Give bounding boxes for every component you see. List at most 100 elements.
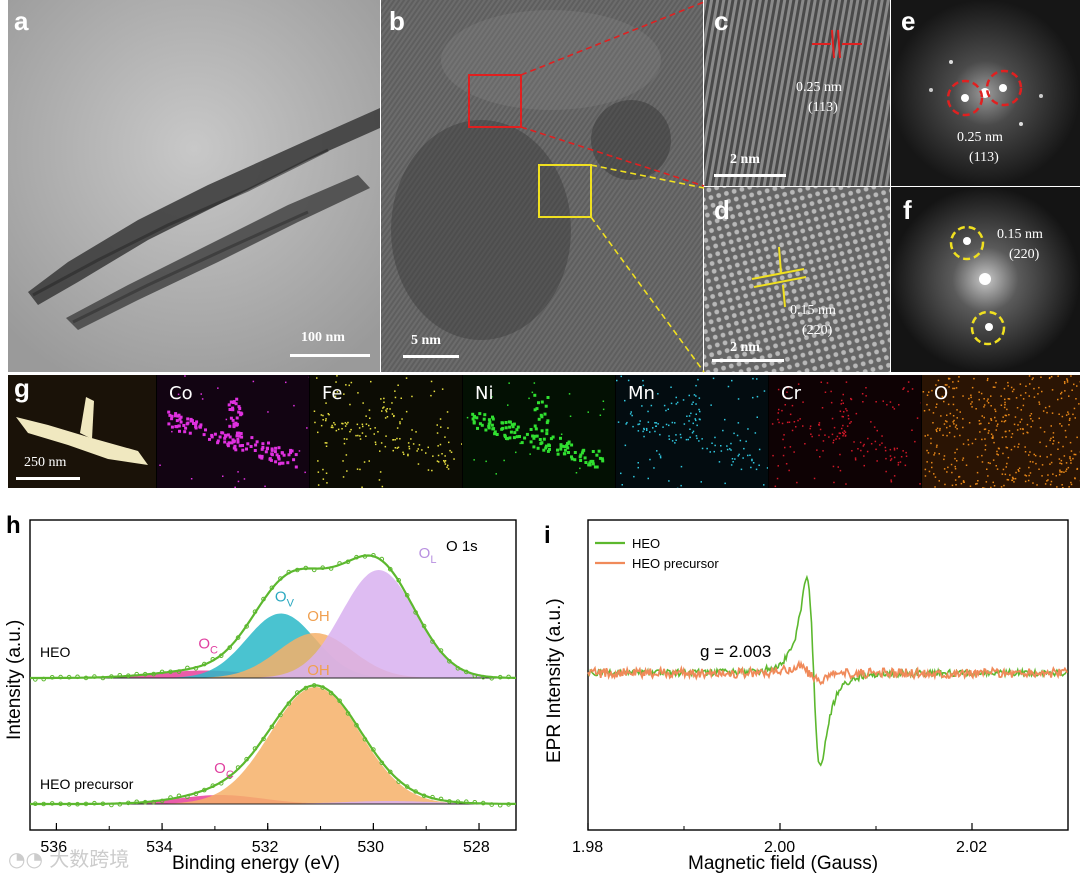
eds-pixel [861, 393, 864, 395]
eds-pixel [177, 424, 181, 428]
eds-pixel [487, 426, 491, 430]
eds-pixel [786, 391, 788, 393]
eds-pixel [396, 437, 398, 440]
eds-pixel [647, 410, 649, 413]
eds-pixel [1067, 413, 1070, 415]
fft-pattern-220 [891, 187, 1080, 372]
eds-pixel [231, 406, 235, 410]
eds-pixel [1003, 387, 1006, 390]
eds-pixel [1000, 486, 1003, 488]
eds-pixel [1016, 407, 1019, 409]
eds-pixel [791, 429, 794, 432]
eds-pixel [199, 423, 203, 427]
eds-pixel [756, 395, 759, 398]
eds-pixel [579, 453, 583, 457]
eds-pixel [1024, 446, 1026, 448]
eds-pixel [946, 384, 948, 386]
lattice-fringes-220 [704, 187, 890, 372]
eds-pixel [698, 408, 700, 411]
red-zoom-box [468, 74, 522, 128]
eds-pixel [570, 443, 574, 447]
eds-pixel [671, 440, 674, 442]
eds-pixel [730, 449, 732, 451]
eds-pixel [980, 422, 982, 425]
eds-pixel [889, 448, 892, 451]
eds-pixel [224, 434, 228, 438]
eds-pixel [882, 400, 884, 402]
data-point [497, 802, 503, 808]
eds-pixel [159, 464, 161, 466]
eds-pixel [975, 483, 977, 485]
eds-pixel [336, 375, 338, 377]
eds-pixel [1029, 383, 1031, 385]
eds-pixel [944, 392, 947, 394]
eds-pixel [505, 437, 508, 440]
eds-pixel [1010, 448, 1013, 451]
haadf-image: g 250 nm [8, 375, 156, 488]
eds-pixel [967, 439, 969, 441]
eds-pixel [784, 404, 786, 406]
eds-pixel [198, 425, 202, 429]
eds-pixel [979, 431, 981, 433]
eds-pixel [665, 409, 667, 412]
map-co: Co [157, 375, 309, 488]
eds-pixel [384, 445, 387, 448]
eds-pixel [504, 421, 508, 424]
eds-pixel [563, 445, 567, 449]
eds-pixel [961, 459, 964, 461]
eds-pixel [889, 401, 892, 403]
eds-pixel [1038, 401, 1040, 403]
eds-pixel [226, 433, 230, 437]
eds-pixel [955, 424, 958, 426]
data-point [286, 569, 292, 575]
eds-pixel [996, 450, 998, 453]
data-point [227, 645, 232, 650]
eds-pixel [826, 382, 829, 384]
eds-pixel [1078, 403, 1080, 405]
eds-pixel [343, 442, 346, 445]
eds-pixel [1000, 395, 1002, 397]
eds-pixel [377, 431, 379, 433]
eds-pixel [1010, 436, 1013, 438]
eds-pixel [359, 435, 361, 437]
eds-pixel [737, 398, 740, 400]
eds-pixel [1041, 475, 1043, 477]
eds-pixel [245, 447, 248, 451]
eds-pixel [341, 422, 343, 425]
eds-pixel [987, 402, 990, 404]
eds-pixel [663, 404, 666, 407]
eds-pixel [1004, 414, 1007, 417]
eds-pixel [637, 430, 640, 432]
eds-pixel [903, 387, 905, 389]
eds-pixel [649, 431, 651, 433]
eds-pixel [436, 432, 439, 434]
eds-pixel [408, 447, 411, 450]
eds-pixel [584, 461, 588, 464]
eds-pixel [264, 450, 268, 454]
eds-pixel [277, 446, 281, 450]
eds-pixel [818, 422, 821, 424]
eds-pixel [781, 422, 784, 425]
eds-pixel [924, 475, 927, 477]
epr-ylabel: EPR Intensity (a.u.) [544, 598, 565, 763]
eds-pixel [1072, 457, 1074, 460]
eds-pixel [931, 461, 933, 464]
data-point [126, 800, 131, 806]
eds-pixel [1050, 425, 1052, 427]
eds-pixel [730, 464, 733, 466]
series-label-precursor: HEO precursor [40, 776, 134, 792]
eds-pixel [178, 417, 182, 421]
eds-pixel [850, 397, 852, 400]
eds-pixel [237, 434, 241, 438]
eds-pixel [1011, 476, 1014, 479]
peak-label: OL [419, 545, 437, 566]
eds-pixel [416, 450, 418, 452]
eds-pixel [540, 415, 544, 419]
eds-pixel [369, 417, 371, 419]
eds-pixel [473, 459, 475, 461]
eds-pixel [802, 401, 804, 403]
eds-pixel [1061, 484, 1063, 486]
eds-pixel [788, 421, 791, 423]
eds-pixel [531, 434, 535, 438]
eds-pixel [975, 408, 977, 410]
